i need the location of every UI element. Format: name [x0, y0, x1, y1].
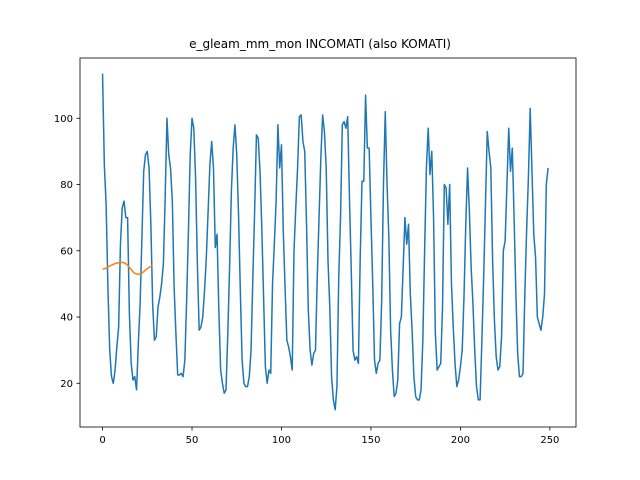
- series-line-1: [101, 73, 549, 411]
- x-tick-label: 200: [451, 435, 470, 446]
- plot-frame: [79, 57, 577, 428]
- chart-title: e_gleam_mm_mon INCOMATI (also KOMATI): [189, 37, 451, 51]
- x-tick-label: 100: [272, 435, 291, 446]
- x-tick-label: 50: [186, 435, 199, 446]
- x-axis: 0 50 100 150 200 250: [99, 427, 559, 446]
- y-tick-label: 80: [60, 180, 73, 191]
- x-tick-label: 0: [99, 435, 105, 446]
- y-tick-label: 100: [54, 114, 73, 125]
- series-layer: [101, 73, 549, 411]
- y-tick-label: 40: [60, 313, 73, 324]
- x-tick-label: 250: [540, 435, 559, 446]
- y-axis: 20 40 60 80 100: [54, 114, 80, 390]
- y-tick-label: 20: [60, 379, 73, 390]
- y-tick-label: 60: [60, 246, 73, 257]
- series-line-2: [102, 261, 153, 276]
- x-tick-label: 150: [361, 435, 380, 446]
